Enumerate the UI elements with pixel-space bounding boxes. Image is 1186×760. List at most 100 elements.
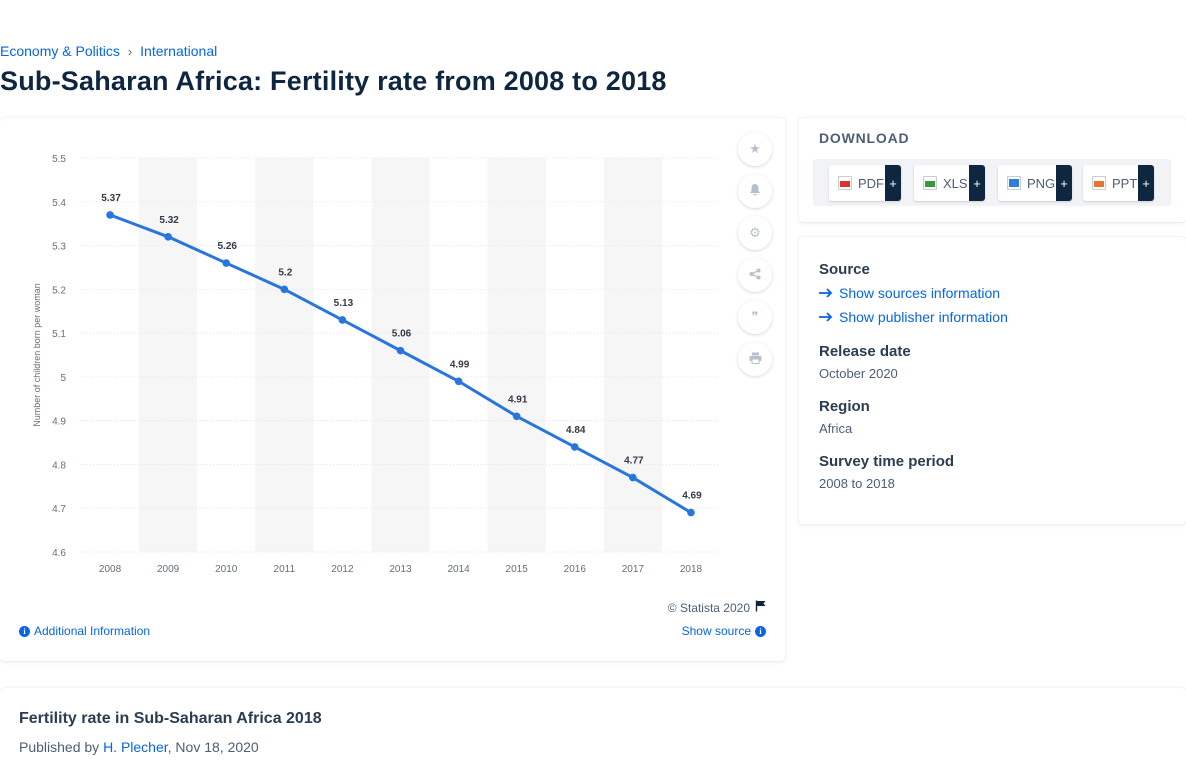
show-source-label: Show source — [681, 624, 751, 638]
release-date-label: Release date — [819, 343, 911, 360]
breadcrumb-economy-politics[interactable]: Economy & Politics — [0, 43, 120, 59]
show-publisher-label: Show publisher information — [839, 309, 1008, 325]
y-tick-label: 4.9 — [52, 417, 66, 428]
print-button[interactable] — [738, 342, 772, 376]
data-point — [106, 211, 114, 219]
additional-information-link[interactable]: i Additional Information — [19, 624, 150, 638]
statistic-details-card: Source Show sources information Show pub… — [799, 237, 1186, 524]
show-sources-label: Show sources information — [839, 285, 1001, 301]
download-pdf-button[interactable]: PDF + — [829, 165, 901, 201]
download-ppt-plus[interactable]: + — [1138, 165, 1154, 201]
download-pdf-plus[interactable]: + — [885, 165, 901, 201]
data-label: 4.77 — [624, 456, 644, 467]
download-png-label: PNG — [1027, 175, 1056, 191]
share-button[interactable] — [738, 258, 772, 292]
y-tick-label: 5.1 — [52, 329, 66, 340]
chart-card: 4.6 4.7 4.8 4.9 5 5.1 5.2 5.3 5.4 5.5 2008 2009 2010… — [0, 118, 785, 661]
download-ppt-button[interactable]: PPT + — [1083, 165, 1154, 201]
data-point — [338, 316, 347, 324]
data-label: 5.32 — [159, 215, 179, 226]
share-icon — [749, 268, 761, 283]
survey-period-label: Survey time period — [819, 453, 955, 470]
x-tick-label: 2013 — [389, 564, 412, 575]
settings-gear-icon: ⚙ — [749, 225, 761, 240]
plot-band — [139, 158, 198, 552]
x-tick-label: 2018 — [680, 564, 703, 575]
data-label: 5.06 — [392, 329, 412, 340]
download-xls-plus[interactable]: + — [969, 165, 985, 201]
x-tick-label: 2011 — [274, 564, 296, 575]
data-point — [512, 412, 521, 421]
download-xls-label: XLS — [943, 175, 968, 191]
show-source-link[interactable]: Show source i — [682, 624, 766, 638]
ppt-file-icon — [1092, 176, 1106, 190]
x-tick-label: 2012 — [331, 564, 354, 575]
pdf-file-icon — [838, 176, 852, 190]
notification-bell-icon — [749, 183, 761, 199]
data-label: 4.99 — [450, 359, 470, 370]
show-publisher-link[interactable]: Show publisher information — [819, 309, 1008, 325]
data-point — [164, 233, 172, 241]
png-file-icon — [1007, 176, 1021, 190]
x-tick-label: 2016 — [564, 564, 587, 575]
data-point — [396, 346, 405, 355]
author-link[interactable]: H. Plecher — [103, 739, 168, 755]
y-tick-label: 5.4 — [52, 198, 66, 209]
region-value: Africa — [819, 421, 853, 436]
x-tick-label: 2017 — [622, 564, 645, 575]
download-card: DOWNLOAD PDF + XLS + PNG + PPT + — [799, 118, 1186, 222]
copyright-text: © Statista 2020 — [667, 600, 750, 615]
release-date-value: October 2020 — [819, 366, 898, 381]
cite-quote-icon: ❞ — [751, 309, 759, 324]
data-point — [629, 473, 637, 482]
favorite-star-icon: ★ — [749, 141, 761, 156]
page-title: Sub-Saharan Africa: Fertility rate from … — [0, 66, 667, 96]
plot-band — [371, 158, 430, 552]
region-label: Region — [819, 398, 870, 415]
data-point — [280, 285, 289, 294]
print-icon — [749, 352, 762, 367]
download-png-plus[interactable]: + — [1056, 165, 1072, 201]
download-pdf-label: PDF — [858, 175, 884, 191]
info-icon: i — [755, 625, 766, 637]
plot-band — [603, 158, 662, 552]
data-label: 4.91 — [508, 394, 528, 405]
statistic-summary-card: Fertility rate in Sub-Saharan Africa 201… — [0, 688, 1186, 760]
y-tick-label: 5 — [60, 373, 66, 384]
arrow-right-icon — [819, 285, 833, 301]
breadcrumb: Economy & Politics › International — [0, 43, 217, 59]
survey-period-value: 2008 to 2018 — [819, 476, 895, 491]
xls-file-icon — [923, 176, 937, 190]
x-tick-label: 2015 — [506, 564, 529, 575]
x-tick-label: 2014 — [447, 564, 470, 575]
data-point — [687, 508, 695, 517]
y-axis-title: Number of children born per woman — [32, 283, 42, 427]
settings-button[interactable]: ⚙ — [738, 216, 772, 250]
y-tick-label: 4.7 — [52, 504, 66, 515]
download-xls-button[interactable]: XLS + — [914, 165, 985, 201]
arrow-right-icon — [819, 309, 833, 325]
download-title: DOWNLOAD — [819, 130, 910, 146]
data-label: 4.69 — [682, 491, 702, 502]
line-chart: 4.6 4.7 4.8 4.9 5 5.1 5.2 5.3 5.4 5.5 2008 2009 2010… — [32, 154, 720, 575]
data-label: 5.2 — [278, 267, 292, 278]
x-tick-label: 2009 — [157, 564, 180, 575]
data-label: 5.37 — [101, 193, 121, 204]
published-by: Published by H. Plecher, Nov 18, 2020 — [19, 739, 259, 755]
source-label: Source — [819, 261, 870, 278]
published-date: , Nov 18, 2020 — [167, 739, 259, 755]
y-tick-label: 5.3 — [52, 242, 66, 253]
favorite-button[interactable]: ★ — [738, 132, 772, 166]
flag-icon[interactable] — [755, 600, 767, 615]
cite-button[interactable]: ❞ — [738, 300, 772, 334]
show-sources-link[interactable]: Show sources information — [819, 285, 1000, 301]
chart-toolbar: ★ ⚙ ❞ — [738, 132, 772, 384]
statistic-title: Fertility rate in Sub-Saharan Africa 201… — [19, 710, 322, 727]
notification-button[interactable] — [738, 174, 772, 208]
breadcrumb-international[interactable]: International — [140, 43, 218, 59]
data-point — [454, 377, 463, 386]
download-png-button[interactable]: PNG + — [998, 165, 1072, 201]
data-label: 5.13 — [334, 298, 354, 309]
chart-copyright: © Statista 2020 — [668, 600, 767, 615]
data-point — [570, 443, 579, 451]
